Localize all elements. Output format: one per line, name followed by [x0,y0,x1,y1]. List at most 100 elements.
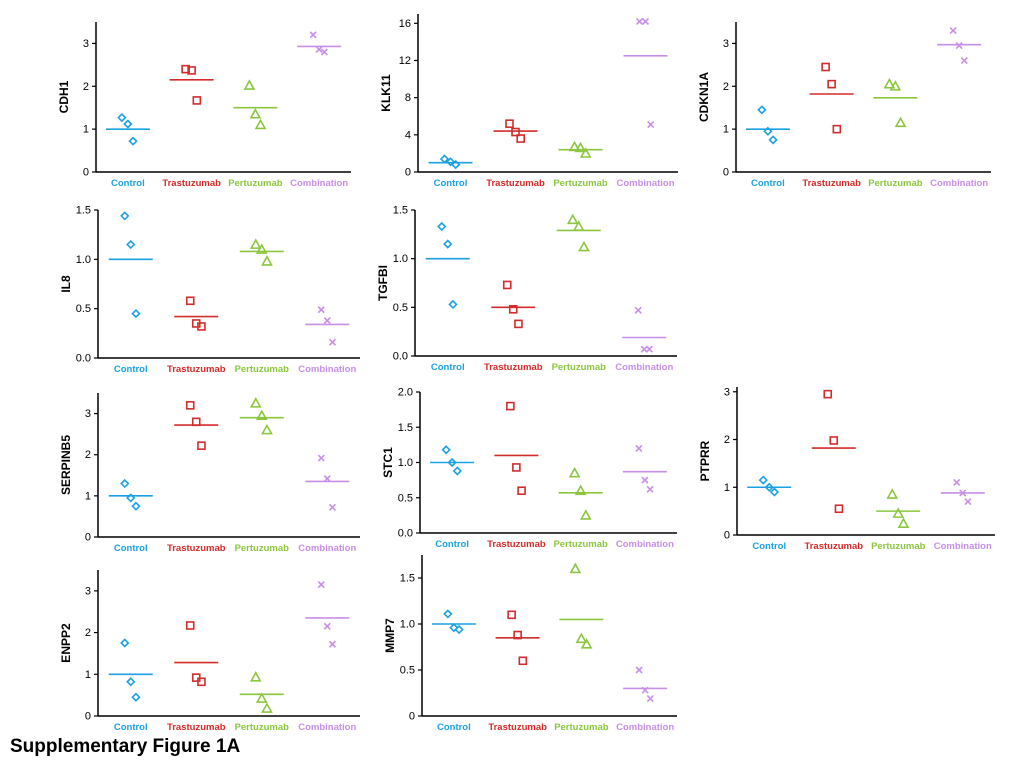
y-axis-label: MMP7 [383,618,397,653]
y-tick-label: 3 [85,408,91,420]
cross-stroke [641,476,649,484]
y-tick-label: 0 [83,167,89,179]
category-label: Control [114,364,148,375]
data-point [447,457,457,468]
data-point [126,493,136,503]
data-point [249,397,262,408]
cross-stroke [641,17,650,26]
data-point [646,694,654,703]
cross-stroke [953,478,961,487]
data-point [120,211,130,221]
y-tick-label: 0.0 [393,351,408,363]
data-point [514,319,523,329]
data-point [506,401,515,411]
y-axis-label: TGFBI [376,265,390,301]
data-point [323,622,331,630]
y-tick-label: 12 [399,55,411,67]
data-point [641,17,650,26]
category-label: Trastuzumab [802,178,861,189]
y-tick-label: 0.5 [400,665,415,677]
data-point [328,338,337,346]
data-point [123,119,133,129]
category-label: Pertuzumab [552,362,607,373]
y-tick-label: 1.0 [393,253,408,265]
cross-stroke [323,316,331,325]
y-tick-label: 0.5 [76,303,91,315]
y-tick-label: 0 [85,532,91,544]
data-point [502,280,512,290]
y-tick-label: 3 [724,386,730,398]
cross-stroke [647,121,655,129]
category-label: Trastuzumab [167,364,226,375]
cross-stroke [634,306,642,314]
cross-stroke [317,306,325,314]
data-point [185,296,195,306]
data-point [131,501,141,511]
y-tick-label: 16 [399,18,411,30]
data-point [441,445,451,455]
category-label: Combination [615,362,673,373]
data-point [764,482,774,492]
data-point [518,656,528,666]
data-point [187,66,196,75]
category-label: Pertuzumab [228,178,283,189]
y-tick-label: 1.0 [76,254,91,266]
category-label: Pertuzumab [554,722,609,733]
data-point [249,238,262,249]
category-label: Control [114,543,148,554]
y-tick-label: 1 [83,124,89,136]
data-point [249,671,262,682]
data-point [317,581,325,589]
data-point [191,673,201,682]
data-point [568,466,581,478]
category-label: Control [752,541,786,552]
category-label: Trastuzumab [167,543,226,554]
data-point [578,240,590,252]
data-point [254,118,267,130]
y-tick-label: 0 [723,167,729,179]
data-point [892,507,905,518]
cross-stroke [328,338,337,346]
figure-caption: Supplementary Figure 1A [10,736,241,757]
category-label: Pertuzumab [868,178,923,189]
cross-stroke [964,498,972,506]
data-point [953,478,961,487]
panel-tgfbi: 0.0 0.5 1.0 1.5 TGFBI Control Trastuzumab Pertu… [376,205,677,373]
data-point [448,299,458,310]
data-point [894,116,907,128]
y-tick-label: 3 [85,585,91,597]
category-label: Trastuzumab [488,722,547,733]
category-label: Pertuzumab [235,722,290,733]
category-label: Control [437,722,471,733]
data-point [758,475,768,485]
category-label: Combination [616,178,674,189]
y-tick-label: 2 [724,434,730,446]
data-point [255,243,268,254]
data-point [955,42,963,50]
data-point [126,677,136,687]
y-tick-label: 1 [85,669,91,681]
cross-stroke [646,485,654,493]
cross-stroke [323,475,331,483]
panel-ptprr: 0 1 2 3 PTPRR Control Trastuzumab Pertuzumab Com… [698,386,995,552]
data-point [131,692,141,702]
data-point [120,638,130,648]
data-point [641,686,649,694]
data-point [249,107,262,119]
data-point [439,154,450,164]
data-point [645,345,654,353]
y-tick-label: 3 [83,38,89,50]
data-point [635,17,644,26]
y-tick-label: 1.5 [76,205,91,217]
data-point [883,77,896,89]
category-label: Trastuzumab [487,539,546,550]
data-point [191,417,201,427]
data-point [323,316,331,325]
y-tick-label: 2.0 [398,387,413,399]
data-point [886,488,899,499]
data-point [634,306,642,314]
y-tick-label: 0 [724,530,730,542]
y-axis-label: STC1 [381,447,395,478]
category-label: Combination [298,364,356,375]
